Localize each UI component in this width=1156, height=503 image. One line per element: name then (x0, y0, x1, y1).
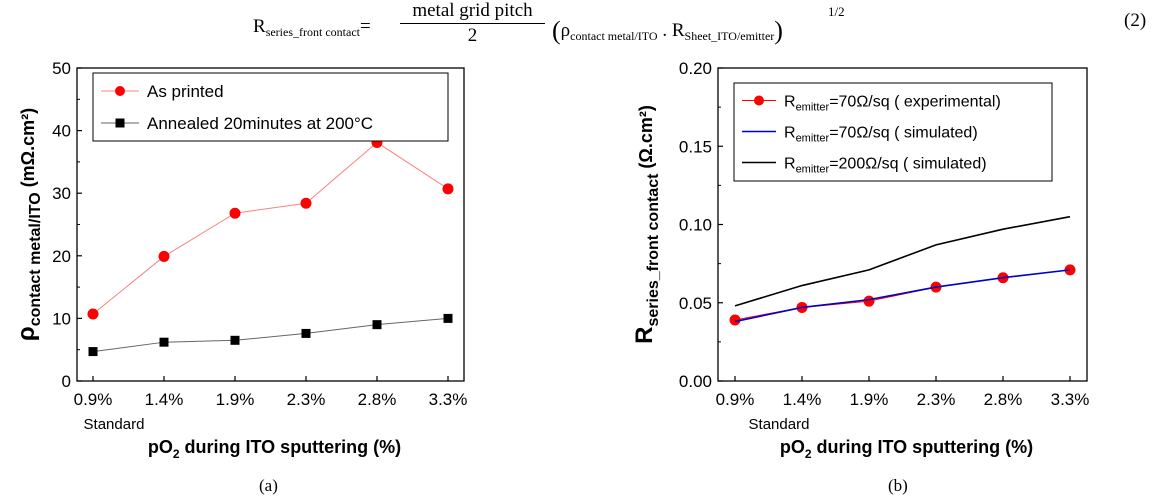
equation-rhs: (ρcontact metal/ITO . RSheet_ITO/emitter… (552, 16, 783, 45)
b-legend-label: Remitter=70Ω/sq ( simulated) (784, 125, 978, 145)
chart-b-series (729, 215, 1076, 326)
b-legend-box (733, 82, 1053, 182)
chart-a-series (87, 136, 454, 357)
b-series-line-2 (734, 215, 1071, 307)
equation-exponent: 1/2 (828, 4, 845, 19)
equation-lhs: Rseries_front contact= (253, 16, 371, 39)
equation-fraction: metal grid pitch 2 (400, 0, 545, 47)
a-xtick-label: 0.9% (74, 390, 113, 409)
a-data-point (372, 320, 382, 330)
b-legend-label: Remitter=70Ω/sq ( experimental) (784, 94, 1001, 114)
b-ytick-label: 0.00 (679, 372, 712, 391)
a-xtick-label: 2.3% (287, 390, 326, 409)
chart-b-legend: Remitter=70Ω/sq ( experimental) Remitter=… (733, 82, 1053, 182)
b-xtick-label: 2.8% (984, 390, 1023, 409)
caption-b: (b) (888, 476, 908, 495)
a-data-point (301, 328, 311, 338)
a-legend-label: As printed (147, 82, 224, 101)
a-data-point (87, 308, 99, 320)
b-series-line-1 (734, 269, 1071, 323)
a-legend-marker (115, 86, 125, 96)
a-data-point (88, 347, 98, 357)
a-ytick-label: 40 (52, 122, 71, 141)
a-category-note: Standard (84, 416, 145, 433)
a-xtick-label: 1.9% (216, 390, 255, 409)
b-ytick-label: 0.10 (679, 216, 712, 235)
a-data-point (300, 197, 312, 209)
a-series-line-1 (92, 317, 449, 353)
b-series-line-0 (734, 269, 1071, 321)
b-y-axis-label: Rseries_front contact (Ω.cm²) (631, 105, 662, 344)
a-series-line-0 (92, 141, 449, 315)
a-x-axis-label: pO2 during ITO sputtering (%) (148, 437, 401, 461)
a-y-axis-label: ρcontact metal/ITO (mΩ.cm²) (13, 108, 44, 341)
b-xtick-label: 3.3% (1051, 390, 1090, 409)
b-xtick-label: 1.9% (850, 390, 889, 409)
caption-a: (a) (259, 476, 278, 495)
a-data-point (158, 250, 170, 262)
b-ytick-label: 0.05 (679, 294, 712, 313)
a-data-point (442, 183, 454, 195)
b-ytick-label: 0.15 (679, 137, 712, 156)
b-xtick-label: 2.3% (917, 390, 956, 409)
chart-b-axes: 0.00 0.05 0.10 0.15 0.20 0.9% 1.4% 1.9% 2.3% 2.8%… (679, 59, 1089, 409)
a-legend-marker (115, 118, 125, 128)
b-category-note: Standard (749, 416, 810, 433)
chart-b-labels: Standard pO2 during ITO sputtering (%) Rse… (631, 105, 1033, 461)
equation-numerator: metal grid pitch (400, 0, 545, 24)
a-ytick-label: 10 (52, 309, 71, 328)
a-legend-label: Annealed 20minutes at 200°C (147, 114, 373, 133)
b-xtick-label: 0.9% (716, 390, 755, 409)
a-data-point (230, 335, 240, 345)
a-ytick-label: 20 (52, 247, 71, 266)
a-data-point (443, 313, 453, 323)
a-xtick-label: 1.4% (145, 390, 184, 409)
equation-number: (2) (1124, 10, 1147, 31)
b-data-point (863, 295, 875, 307)
b-legend-marker (754, 95, 764, 106)
b-data-point (729, 314, 741, 326)
equation-denominator: 2 (467, 25, 478, 46)
b-x-axis-label: pO2 during ITO sputtering (%) (780, 437, 1033, 461)
a-ytick-label: 0 (62, 372, 71, 391)
chart-a-legend: As printed Annealed 20minutes at 200°C (92, 72, 449, 142)
a-ytick-label: 30 (52, 184, 71, 203)
b-xtick-label: 1.4% (783, 390, 822, 409)
equation: Rseries_front contact= metal grid pitch … (0, 0, 1156, 56)
a-ytick-label: 50 (52, 59, 71, 78)
a-data-point (159, 337, 169, 347)
a-xtick-label: 2.8% (358, 390, 397, 409)
a-xtick-label: 3.3% (429, 390, 468, 409)
b-legend-label: Remitter=200Ω/sq ( simulated) (784, 156, 987, 176)
a-data-point (229, 207, 241, 219)
b-ytick-label: 0.20 (679, 59, 712, 78)
chart-a-axes: 0 10 20 30 40 50 0.9% 1.4% 1.9% 2.3% 2.8% 3.3% (52, 59, 467, 409)
a-legend-box (92, 72, 449, 142)
